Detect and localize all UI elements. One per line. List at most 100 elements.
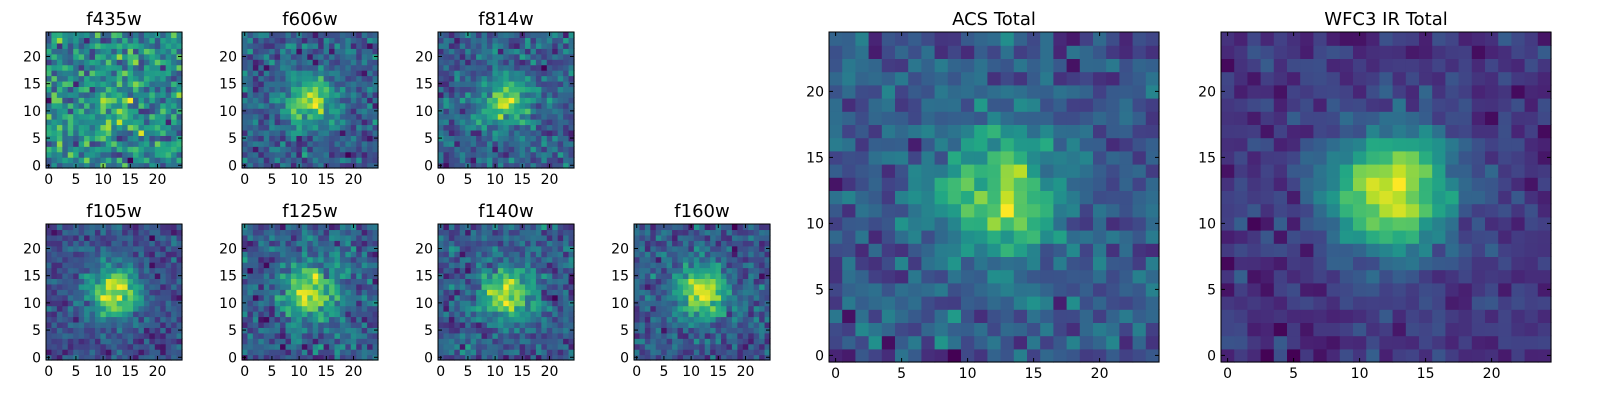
heatmap-cell	[481, 86, 488, 93]
heatmap-cell	[116, 338, 123, 345]
heatmap-cell	[634, 240, 641, 247]
heatmap-cell	[557, 321, 564, 328]
heatmap-cell	[258, 311, 265, 318]
heatmap-cell	[492, 59, 499, 66]
heatmap-cell	[454, 267, 461, 274]
heatmap-cell	[89, 42, 96, 49]
heatmap-cell	[682, 278, 689, 285]
heatmap-cell	[312, 162, 319, 169]
heatmap-cell	[367, 129, 374, 136]
heatmap-cell	[514, 151, 521, 158]
heatmap-cell	[367, 354, 374, 361]
heatmap-cell	[655, 327, 662, 334]
heatmap-cell	[557, 53, 564, 60]
heatmap-cell	[51, 332, 58, 339]
heatmap-cell	[677, 229, 684, 236]
heatmap-cell	[280, 234, 287, 241]
heatmap-cell	[290, 80, 297, 87]
x-tick-label: 5	[267, 172, 276, 188]
heatmap-cell	[987, 177, 1002, 191]
heatmap-cell	[356, 300, 363, 307]
heatmap-cell	[133, 234, 140, 241]
heatmap-cell	[682, 251, 689, 258]
heatmap-cell	[127, 240, 134, 247]
heatmap-cell	[111, 146, 118, 153]
heatmap-cell	[546, 343, 553, 350]
heatmap-cell	[644, 316, 651, 323]
heatmap-cell	[111, 272, 118, 279]
heatmap-cell	[242, 42, 249, 49]
heatmap-cell	[312, 294, 319, 301]
heatmap-cell	[459, 157, 466, 164]
heatmap-cell	[62, 113, 69, 120]
heatmap-cell	[285, 157, 292, 164]
heatmap-cell	[1079, 203, 1094, 218]
heatmap-cell	[329, 53, 336, 60]
heatmap-cell	[1106, 190, 1120, 205]
heatmap-cell	[682, 240, 689, 247]
heatmap-cell	[350, 108, 357, 115]
heatmap-cell	[356, 140, 363, 147]
heatmap-cell	[350, 97, 357, 104]
heatmap-cell	[89, 75, 96, 82]
heatmap-cell	[290, 240, 297, 247]
heatmap-cell	[497, 162, 504, 169]
heatmap-cell	[334, 251, 341, 258]
heatmap-cell	[133, 53, 140, 60]
heatmap-cell	[731, 338, 738, 345]
heatmap-cell	[62, 332, 69, 339]
heatmap-cell	[568, 229, 575, 236]
heatmap-cell	[454, 240, 461, 247]
heatmap-cell	[895, 348, 909, 363]
heatmap-cell	[519, 305, 526, 312]
heatmap-cell	[73, 240, 80, 247]
heatmap-cell	[530, 289, 537, 296]
heatmap-cell	[323, 70, 330, 77]
heatmap-cell	[133, 162, 140, 169]
heatmap-cell	[329, 283, 336, 290]
heatmap-cell	[252, 102, 259, 109]
heatmap-cell	[345, 321, 352, 328]
heatmap-cell	[525, 135, 532, 142]
heatmap-cell	[149, 97, 156, 104]
heatmap-cell	[274, 240, 281, 247]
heatmap-cell	[748, 240, 755, 247]
heatmap-cell	[731, 229, 738, 236]
heatmap-cell	[127, 294, 134, 301]
heatmap-cell	[486, 240, 493, 247]
heatmap-cell	[329, 262, 336, 269]
heatmap-cell	[568, 289, 575, 296]
heatmap-cell	[921, 164, 936, 178]
heatmap-cell	[143, 267, 150, 274]
heatmap-cell	[530, 75, 537, 82]
heatmap-cell	[737, 240, 744, 247]
heatmap-cell	[356, 53, 363, 60]
heatmap-cell	[655, 224, 662, 231]
heatmap-cell	[530, 151, 537, 158]
heatmap-cell	[345, 267, 352, 274]
heatmap-cell	[334, 240, 341, 247]
heatmap-cell	[160, 140, 167, 147]
heatmap-cell	[94, 234, 101, 241]
heatmap-cell	[503, 146, 510, 153]
heatmap-cell	[301, 321, 308, 328]
heatmap-cell	[557, 300, 564, 307]
heatmap-cell	[552, 157, 559, 164]
heatmap-cell	[672, 234, 679, 241]
heatmap-cell	[481, 305, 488, 312]
heatmap-cell	[508, 124, 515, 131]
heatmap-cell	[133, 321, 140, 328]
heatmap-cell	[176, 234, 183, 241]
heatmap-cell	[280, 283, 287, 290]
heatmap-cell	[1079, 309, 1094, 323]
heatmap-cell	[563, 129, 570, 136]
heatmap-cell	[84, 245, 91, 252]
heatmap-cell	[497, 349, 504, 356]
heatmap-cell	[677, 311, 684, 318]
heatmap-cell	[372, 102, 379, 109]
heatmap-cell	[149, 338, 156, 345]
heatmap-cell	[100, 240, 107, 247]
heatmap-cell	[1145, 296, 1160, 310]
heatmap-cell	[563, 86, 570, 93]
